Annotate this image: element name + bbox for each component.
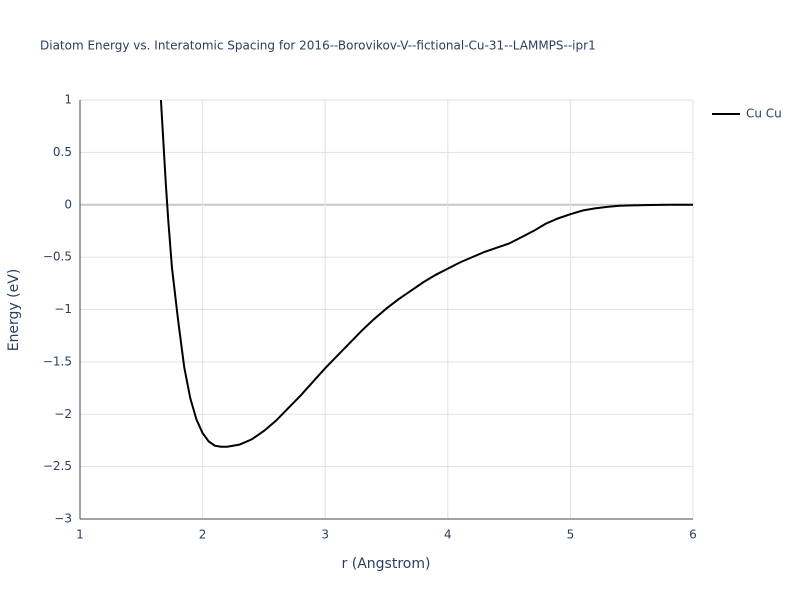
y-tick-label: 0.5 <box>53 145 72 159</box>
line-series <box>159 99 693 448</box>
legend-label: Cu Cu <box>746 107 782 121</box>
x-tick-label: 3 <box>321 528 329 542</box>
y-tick-label: 0 <box>64 197 72 211</box>
chart-title: Diatom Energy vs. Interatomic Spacing fo… <box>40 39 596 53</box>
y-axis-label: Energy (eV) <box>6 269 22 352</box>
y-tick-label: −1.5 <box>43 354 72 368</box>
y-tick-label: −3 <box>54 512 72 526</box>
x-tick-label: 1 <box>76 528 84 542</box>
y-tick-label: −0.5 <box>43 250 72 264</box>
y-tick-label: −2 <box>54 407 72 421</box>
x-tick-label: 4 <box>444 528 452 542</box>
x-tick-label: 6 <box>689 528 697 542</box>
y-tick-label: −2.5 <box>43 459 72 473</box>
x-tick-label: 2 <box>199 528 207 542</box>
x-tick-label: 5 <box>567 528 575 542</box>
y-tick-label: −1 <box>54 302 72 316</box>
x-axis-label: r (Angstrom) <box>342 556 431 572</box>
y-tick-label: 1 <box>64 93 72 107</box>
